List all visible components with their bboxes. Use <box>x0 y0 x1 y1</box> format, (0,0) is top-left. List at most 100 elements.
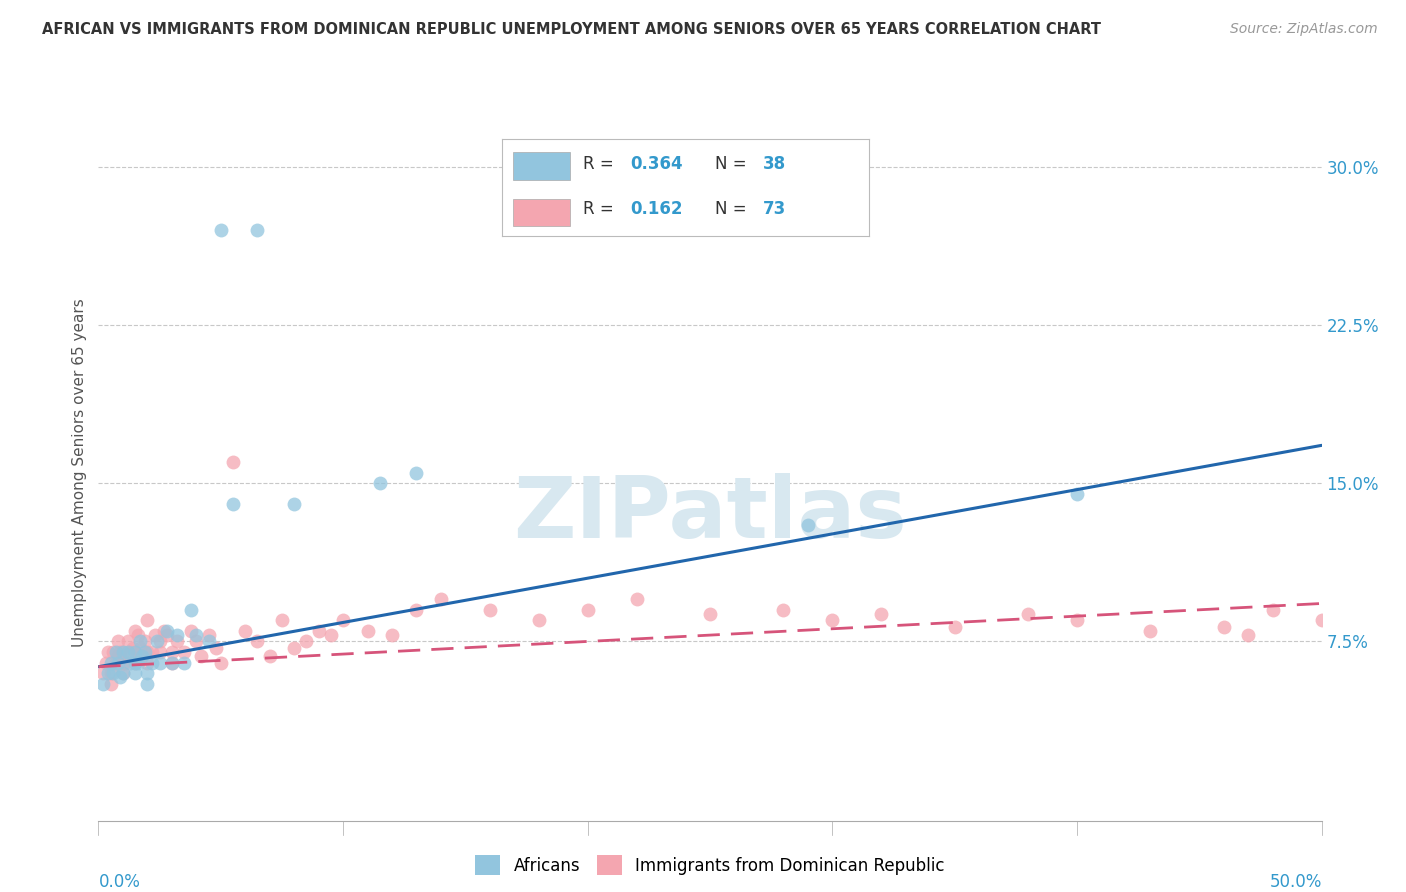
Point <box>94 656 117 670</box>
Point <box>197 628 219 642</box>
Point <box>405 603 427 617</box>
Point <box>120 645 142 659</box>
Point <box>283 640 305 655</box>
Point <box>222 455 245 469</box>
Point <box>124 666 146 681</box>
Point <box>205 640 228 655</box>
Point <box>149 634 172 648</box>
Point <box>156 628 179 642</box>
Legend: Africans, Immigrants from Dominican Republic: Africans, Immigrants from Dominican Repu… <box>468 848 952 882</box>
Point <box>478 603 501 617</box>
Point <box>104 645 127 659</box>
Point <box>136 676 159 690</box>
Point <box>180 603 202 617</box>
Point <box>160 645 183 659</box>
Point <box>626 592 648 607</box>
Point <box>124 645 146 659</box>
Point <box>259 649 281 664</box>
Point <box>246 223 269 237</box>
Point <box>209 656 232 670</box>
Point <box>1066 613 1088 627</box>
Point <box>131 649 153 664</box>
Point <box>149 645 172 659</box>
Text: ZIPatlas: ZIPatlas <box>513 473 907 556</box>
Point <box>381 628 404 642</box>
Point <box>120 656 142 670</box>
Point <box>91 666 114 681</box>
Point <box>121 640 143 655</box>
Point <box>153 624 176 638</box>
Point <box>124 656 146 670</box>
Point <box>129 640 152 655</box>
Point <box>114 656 136 670</box>
Point <box>1139 624 1161 638</box>
Point <box>870 607 893 621</box>
Point <box>186 634 208 648</box>
Point <box>332 613 354 627</box>
Point <box>149 656 172 670</box>
Point <box>136 656 159 670</box>
Point <box>772 603 794 617</box>
Point <box>527 613 550 627</box>
Point <box>222 497 245 511</box>
Point <box>107 656 129 670</box>
Point <box>166 628 188 642</box>
Point <box>100 676 122 690</box>
Point <box>156 624 179 638</box>
Point <box>1017 607 1039 621</box>
Point <box>233 624 256 638</box>
Point <box>143 628 166 642</box>
Point <box>111 645 134 659</box>
Y-axis label: Unemployment Among Seniors over 65 years: Unemployment Among Seniors over 65 years <box>72 299 87 647</box>
Point <box>295 634 318 648</box>
Point <box>1310 613 1333 627</box>
Point <box>124 656 146 670</box>
Point <box>101 645 124 659</box>
Point <box>173 645 195 659</box>
Point <box>160 656 183 670</box>
Point <box>943 620 966 634</box>
Point <box>146 634 169 648</box>
Point <box>101 666 124 681</box>
Point <box>110 670 132 684</box>
Point <box>136 666 159 681</box>
Point <box>111 666 134 681</box>
Point <box>209 223 232 237</box>
Point <box>134 634 156 648</box>
Point <box>1237 628 1260 642</box>
Point <box>127 628 149 642</box>
Point <box>160 656 183 670</box>
Text: 50.0%: 50.0% <box>1270 873 1322 891</box>
Point <box>91 676 114 690</box>
Point <box>821 613 844 627</box>
Point <box>186 628 208 642</box>
Point <box>111 656 134 670</box>
Point <box>197 634 219 648</box>
Point <box>97 666 120 681</box>
Point <box>136 645 159 659</box>
Point <box>107 649 129 664</box>
Point <box>141 645 163 659</box>
Point <box>107 634 129 648</box>
Point <box>576 603 599 617</box>
Point <box>1212 620 1234 634</box>
Point <box>141 656 163 670</box>
Point <box>97 645 120 659</box>
Point <box>134 645 156 659</box>
Point <box>111 666 134 681</box>
Point <box>356 624 378 638</box>
Point <box>110 645 132 659</box>
Point <box>124 624 146 638</box>
Point <box>136 613 159 627</box>
Point <box>699 607 721 621</box>
Point <box>127 656 149 670</box>
Text: 0.0%: 0.0% <box>98 873 141 891</box>
Point <box>124 645 146 659</box>
Point <box>104 656 127 670</box>
Point <box>117 645 139 659</box>
Point <box>100 656 122 670</box>
Point <box>430 592 453 607</box>
Point <box>117 634 139 648</box>
Point <box>190 649 212 664</box>
Point <box>180 624 202 638</box>
